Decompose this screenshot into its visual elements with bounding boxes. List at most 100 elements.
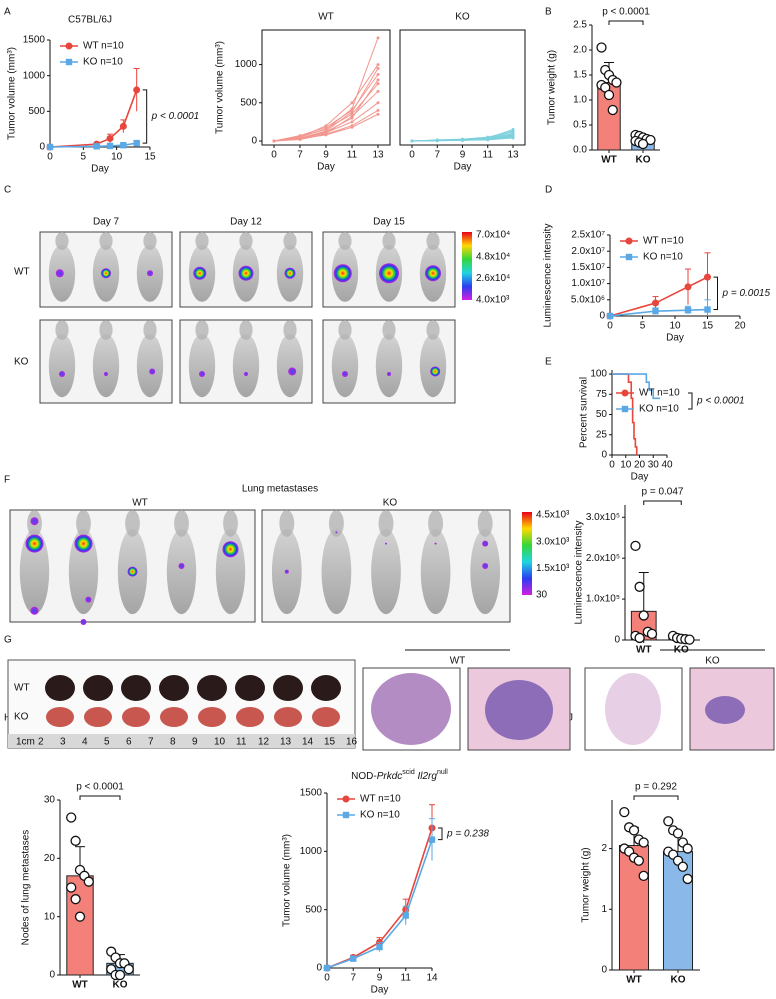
mouse-head: [477, 510, 493, 537]
data-point: [630, 540, 641, 552]
mouse-body: [92, 334, 120, 398]
mouse-head: [426, 320, 440, 340]
legend-label: WT n=10: [639, 388, 680, 399]
y-axis-label: Tumor weight (g): [547, 50, 558, 125]
data-point: [350, 120, 354, 124]
mouse-body: [68, 529, 99, 615]
x-tick-label: WT: [601, 155, 617, 166]
histology-tissue: [371, 673, 451, 745]
x-tick-label: 13: [372, 150, 384, 161]
data-point: [324, 133, 328, 137]
data-point: [638, 610, 649, 621]
mouse-head: [99, 232, 113, 250]
y-tick-label: 0: [316, 963, 322, 974]
y-tick-label: 1000: [235, 59, 258, 70]
bar: [618, 845, 650, 971]
data-point: [511, 136, 515, 140]
significance-bracket: [79, 795, 121, 800]
x-tick-label: 20: [634, 460, 646, 471]
mouse-body: [232, 334, 260, 398]
data-point: [428, 836, 436, 843]
y-tick-label: 2.5x10⁷: [571, 230, 605, 241]
signal: [387, 371, 391, 376]
y-tick-label: 0.0: [573, 145, 587, 156]
legend-label: KO n=10: [643, 252, 683, 263]
significance-bracket: [713, 276, 718, 311]
x-tick-label: 10: [111, 152, 123, 163]
data-point: [376, 89, 380, 93]
x-tick-label: WT: [636, 645, 652, 656]
lung: [160, 707, 188, 727]
data-point: [350, 108, 354, 112]
ruler-label: 8: [170, 737, 176, 748]
y-tick-label: 1.5: [573, 70, 587, 81]
mouse-body: [19, 529, 50, 615]
lung: [122, 707, 150, 727]
signal: [199, 370, 205, 377]
data-point: [133, 139, 140, 147]
x-tick-label: 5: [81, 152, 87, 163]
series-line: [612, 373, 661, 400]
data-point: [70, 835, 81, 846]
y-tick-label: 1.0: [573, 95, 587, 106]
p-value: p < 0.0001: [602, 7, 650, 18]
y-tick-label: 500: [305, 904, 322, 915]
data-point: [376, 943, 383, 951]
series-line: [612, 373, 638, 455]
x-tick-label: 10: [669, 321, 681, 332]
data-point: [684, 283, 692, 291]
mouse-head: [55, 320, 69, 340]
mouse-head: [195, 320, 209, 340]
title-part: null: [437, 769, 448, 776]
signal: [425, 265, 441, 282]
series-line: [609, 308, 708, 317]
x-tick-label: 9: [460, 150, 466, 161]
mouse-body: [375, 334, 403, 398]
signal: [30, 606, 39, 615]
p-value: p = 0.238: [446, 828, 489, 839]
day-label: Day 15: [373, 217, 405, 228]
histology-lesion: [705, 696, 745, 724]
y-tick-label: 50: [596, 409, 608, 420]
y-tick-label: 5.0x10⁶: [571, 294, 605, 305]
chart-title: KO: [455, 12, 470, 23]
panel-letter: A: [4, 7, 11, 18]
signal: [74, 534, 93, 553]
x-tick-label: 7: [434, 150, 440, 161]
data-point: [461, 138, 464, 142]
data-point: [682, 873, 693, 885]
signal: [85, 596, 92, 603]
signal: [430, 366, 441, 377]
chart-title: C57BL/6J: [68, 15, 112, 26]
lung: [159, 675, 189, 701]
data-point: [606, 312, 614, 320]
y-axis-label: Percent survival: [579, 377, 590, 448]
data-point: [46, 143, 54, 151]
photo-frame: [7, 659, 356, 749]
data-point: [376, 108, 380, 112]
mouse-head: [328, 510, 344, 537]
data-point: [83, 876, 94, 887]
data-point: [376, 78, 380, 82]
mouse-body: [371, 529, 401, 615]
lung: [274, 707, 302, 727]
lung: [198, 707, 226, 727]
data-point: [704, 273, 711, 281]
mouse-body: [188, 334, 216, 398]
data-point: [93, 143, 100, 150]
signal: [379, 263, 399, 284]
signal: [385, 542, 387, 545]
y-tick-label: 0: [39, 142, 45, 153]
lung: [197, 675, 227, 701]
legend-marker: [621, 389, 629, 397]
signal: [434, 542, 437, 545]
data-point: [633, 855, 644, 866]
mouse-head: [382, 232, 396, 250]
color-bar-label: 2.6x10⁴: [476, 273, 510, 284]
y-tick-label: 1.0x10⁵: [586, 594, 620, 605]
significance-bracket: [688, 392, 693, 410]
ruler-label: 15: [324, 737, 336, 748]
data-point: [119, 122, 127, 130]
y-axis-label: Luminescence intensity: [543, 224, 554, 328]
